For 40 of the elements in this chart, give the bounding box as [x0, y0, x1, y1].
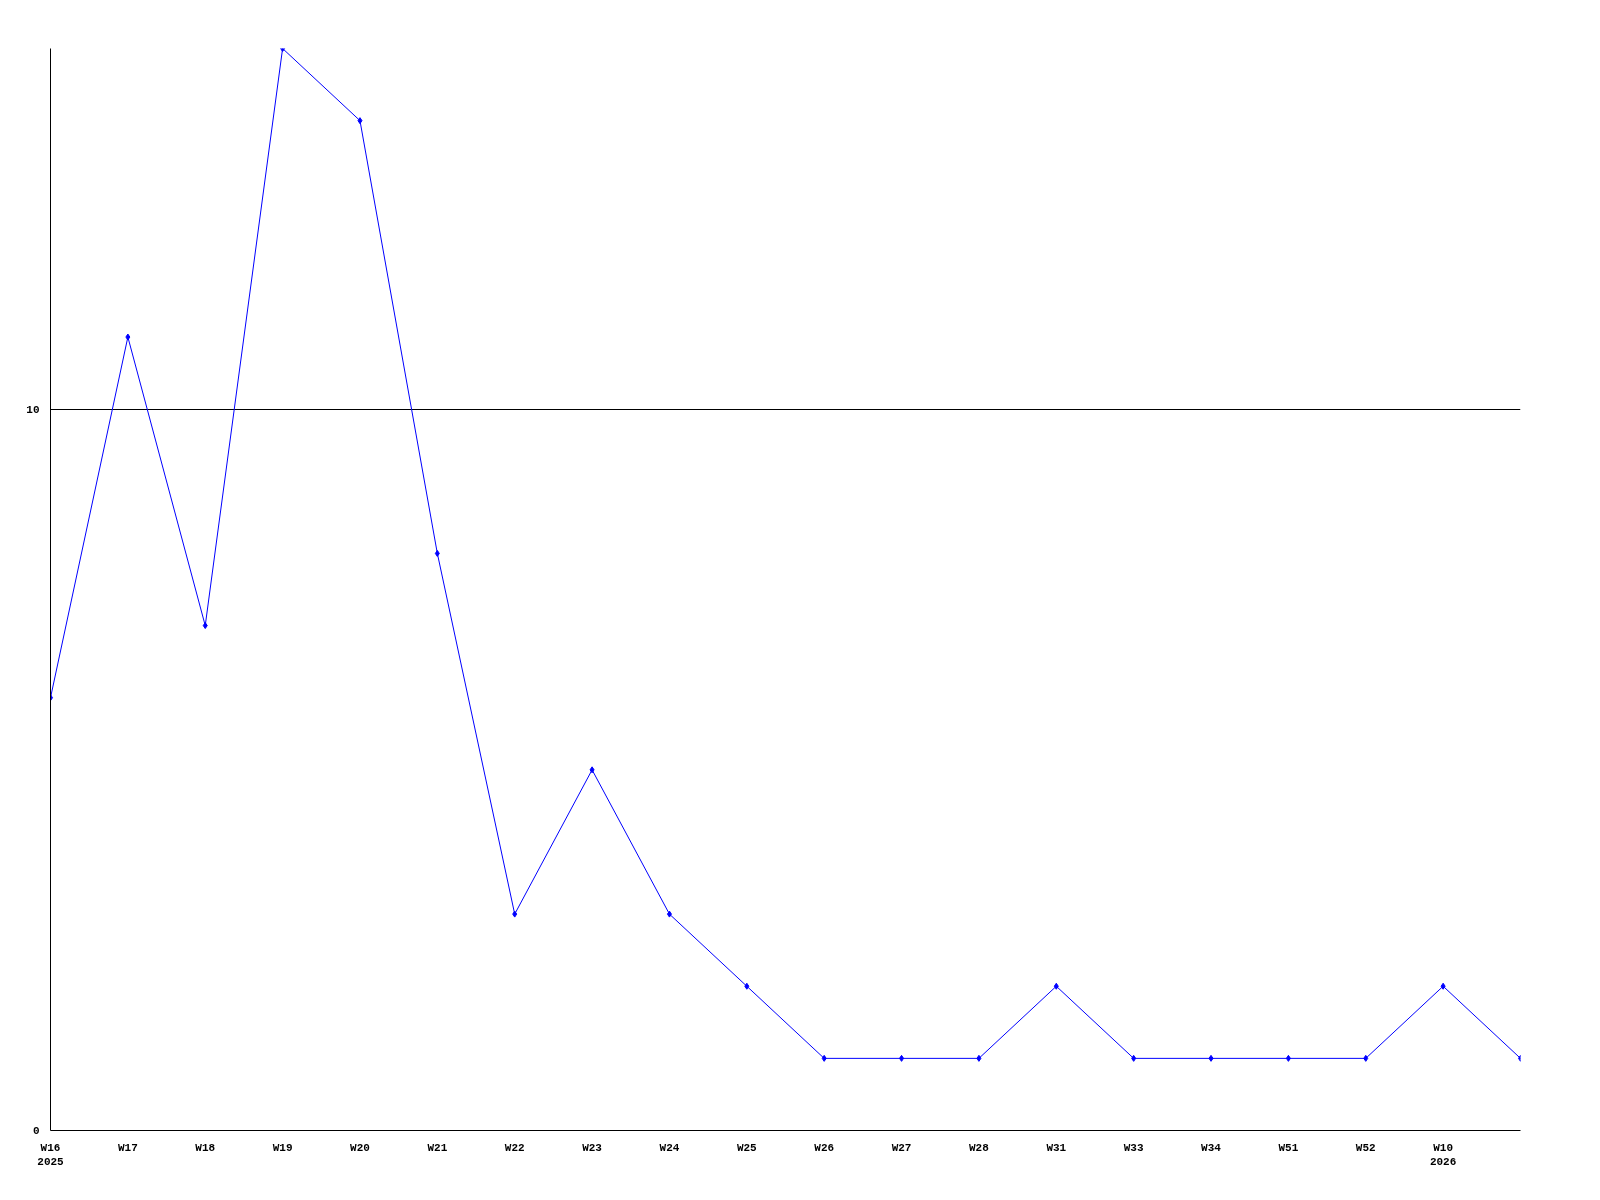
x-tick-label: W28: [969, 1141, 990, 1154]
point: [125, 333, 131, 341]
x-tick-label: W51: [1278, 1141, 1299, 1154]
point: [1440, 982, 1446, 990]
x-tick-label: W25: [736, 1141, 758, 1154]
point: [1285, 1054, 1291, 1062]
y-tick-label: 10: [26, 403, 40, 416]
x-tick-label: W18: [195, 1141, 216, 1154]
x-tick-label: W10 2026: [1429, 1141, 1457, 1168]
point: [280, 48, 286, 52]
x-tick-label: W21: [427, 1141, 448, 1154]
x-tick-label: W33: [1123, 1141, 1144, 1154]
point: [821, 1054, 827, 1062]
point: [976, 1054, 982, 1062]
x-tick-label: W23: [582, 1141, 603, 1154]
point: [1131, 1054, 1137, 1062]
x-tick-label: W34: [1201, 1141, 1222, 1154]
x-tick-label: W26: [814, 1141, 835, 1154]
x-tick-label: W16 2025: [37, 1141, 65, 1168]
point: [1208, 1054, 1214, 1062]
point: [666, 910, 672, 918]
point: [589, 766, 595, 774]
point: [899, 1054, 905, 1062]
point: [512, 910, 518, 918]
x-tick-label: W20: [350, 1141, 370, 1154]
point: [744, 982, 750, 990]
x-tick-label: W19: [272, 1141, 293, 1154]
x-tick-label: W17: [117, 1141, 138, 1154]
x-tick-label: W31: [1046, 1141, 1067, 1154]
y-tick-label: 0: [32, 1125, 40, 1137]
point: [1363, 1054, 1369, 1062]
point: [357, 117, 363, 125]
x-tick-label: W52: [1355, 1141, 1376, 1154]
point: [434, 549, 440, 557]
x-tick-label: W22: [504, 1141, 525, 1154]
point: [202, 622, 208, 630]
line-series: [50, 48, 1521, 1062]
point: [1053, 982, 1059, 990]
x-tick-label: W27: [891, 1141, 912, 1154]
x-tick-label: W24: [659, 1141, 680, 1154]
